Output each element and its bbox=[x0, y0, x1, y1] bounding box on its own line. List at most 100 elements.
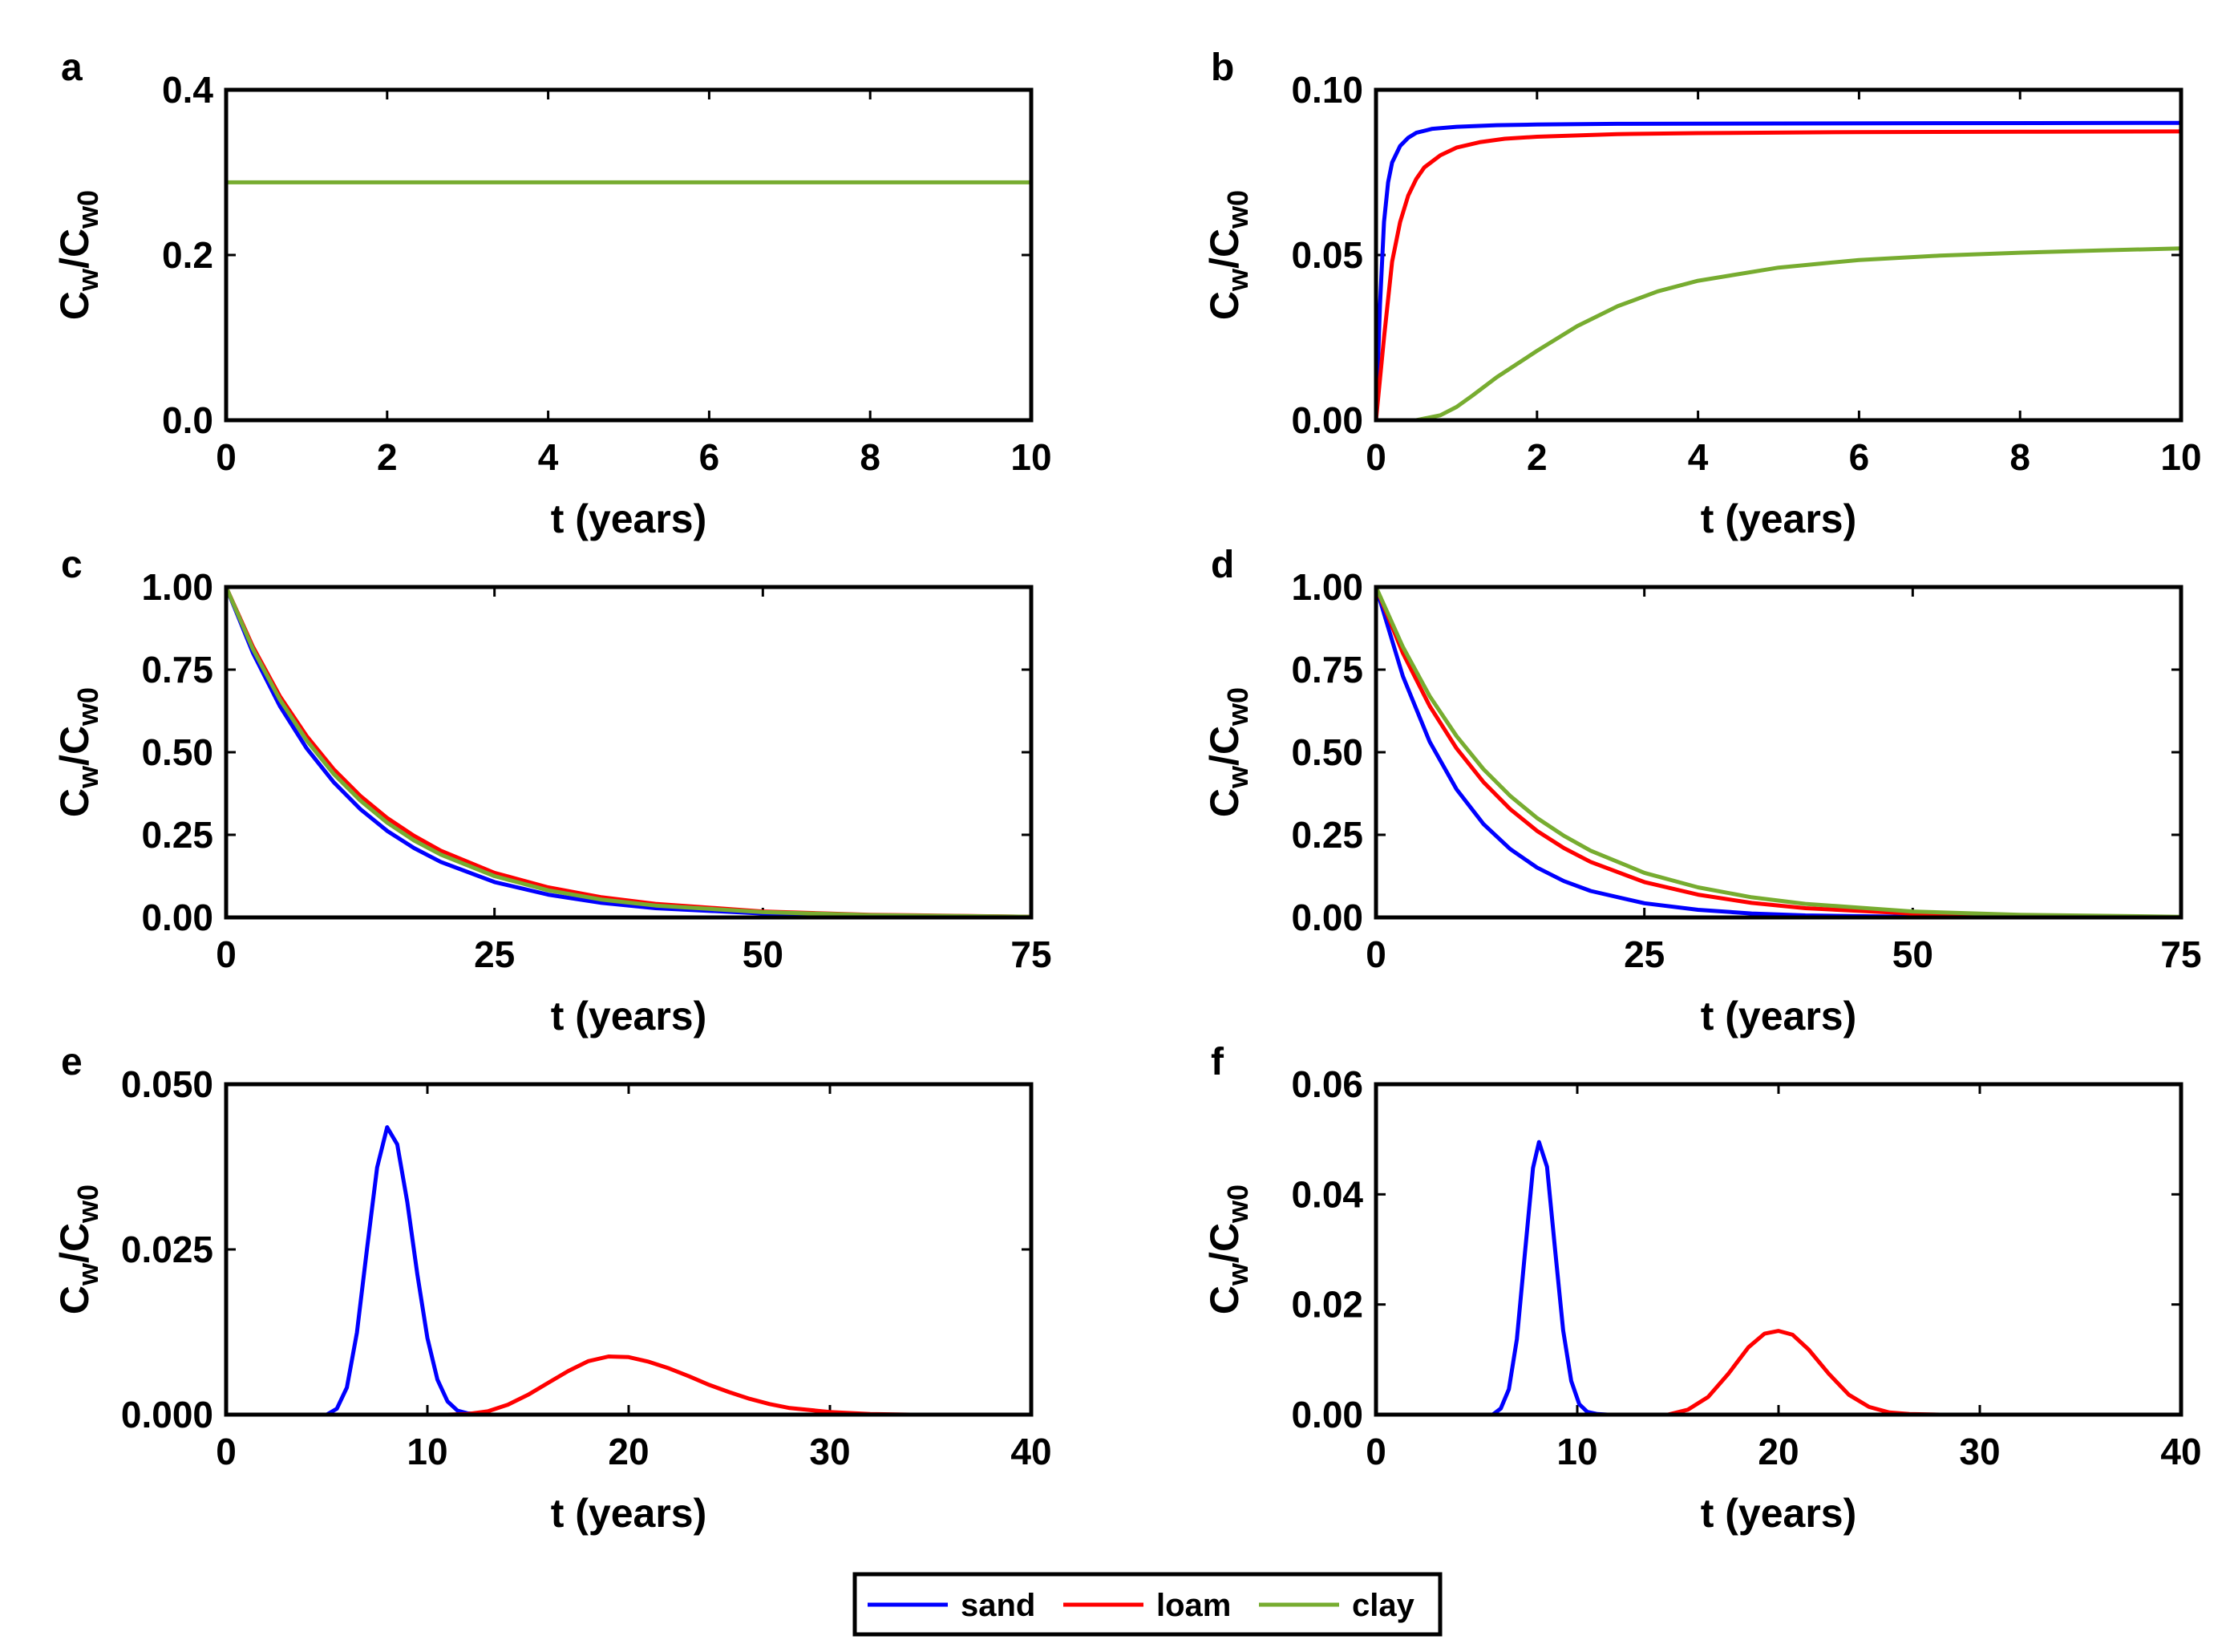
x-tick-label: 0 bbox=[1366, 1431, 1386, 1472]
axes-frame bbox=[224, 1082, 1034, 1417]
panel-label: c bbox=[61, 544, 83, 586]
x-tick-label: 20 bbox=[1758, 1431, 1799, 1472]
x-tick-label: 2 bbox=[377, 436, 398, 478]
y-tick-label: 0.02 bbox=[1291, 1284, 1363, 1326]
legend-label-sand: sand bbox=[961, 1588, 1035, 1623]
x-axis-label: t (years) bbox=[551, 1491, 707, 1536]
panel-a: 0 2 4 6 8 10 0.0 0.2 0.4 t (years) Cw/Cw0 a bbox=[52, 47, 1052, 541]
x-tick-label: 50 bbox=[743, 933, 783, 975]
x-tick-label: 40 bbox=[1010, 1431, 1051, 1472]
y-axis-label-sub1: w bbox=[71, 1262, 104, 1286]
y-axis-label-main: C bbox=[1202, 1286, 1247, 1314]
y-tick-label: 0.0 bbox=[162, 399, 213, 441]
y-tick-label: 0.050 bbox=[121, 1063, 213, 1105]
x-tick-label: 8 bbox=[860, 436, 880, 478]
y-tick-label: 0.25 bbox=[1291, 814, 1363, 856]
y-axis-label-sub1: w bbox=[1221, 765, 1254, 789]
y-axis-label-sub2: w0 bbox=[71, 687, 104, 727]
y-axis-label-sub2: w0 bbox=[1221, 1184, 1254, 1224]
y-tick-label: 0.06 bbox=[1291, 1063, 1363, 1105]
y-axis-label-mid: /C bbox=[52, 1223, 97, 1263]
y-tick-label: 0.00 bbox=[1291, 1394, 1363, 1435]
y-axis-label-main: C bbox=[52, 291, 97, 320]
y-axis-label-sub1: w bbox=[71, 268, 104, 292]
series-line-sand bbox=[224, 1125, 1034, 1417]
x-tick-label: 4 bbox=[538, 436, 559, 478]
plot-area bbox=[1376, 587, 2181, 917]
y-axis-label-mid: /C bbox=[1202, 726, 1247, 766]
y-tick-label: 0.4 bbox=[162, 69, 213, 111]
axes-frame bbox=[224, 585, 1034, 920]
y-axis-label-mid: /C bbox=[1202, 1223, 1247, 1263]
legend-box bbox=[852, 1572, 1443, 1637]
y-tick-label: 0.00 bbox=[1291, 897, 1363, 938]
panel-c: 0 25 50 75 0.00 0.25 0.50 0.75 1.00 t (years) Cw/C… bbox=[52, 544, 1052, 1039]
legend-label-loam: loam bbox=[1156, 1588, 1231, 1623]
y-tick-label: 0.04 bbox=[1291, 1173, 1363, 1215]
x-tick-label: 8 bbox=[2009, 436, 2030, 478]
y-tick-label: 0.00 bbox=[1291, 399, 1363, 441]
y-tick-label: 0.000 bbox=[121, 1394, 213, 1435]
x-tick-label: 10 bbox=[2160, 436, 2201, 478]
legend: sand loam clay bbox=[852, 1572, 1443, 1637]
y-tick-label: 0.50 bbox=[1291, 731, 1363, 773]
y-tick-label: 0.05 bbox=[1291, 234, 1363, 276]
y-axis-label-main: C bbox=[52, 788, 97, 817]
series-line-loam bbox=[1374, 585, 2183, 920]
plot-area bbox=[226, 1084, 1031, 1415]
y-tick-label: 0.00 bbox=[141, 897, 213, 938]
y-axis-label: Cw/Cw0 bbox=[1202, 190, 1254, 320]
y-axis-label-main: C bbox=[1202, 291, 1247, 320]
x-tick-label: 0 bbox=[1366, 933, 1386, 975]
y-axis-label-sub2: w0 bbox=[1221, 190, 1254, 229]
y-tick-label: 0.25 bbox=[141, 814, 213, 856]
x-tick-label: 25 bbox=[1624, 933, 1665, 975]
y-tick-label: 1.00 bbox=[141, 566, 213, 608]
y-axis-label-sub1: w bbox=[1221, 1262, 1254, 1286]
x-tick-label: 0 bbox=[216, 436, 237, 478]
x-tick-label: 25 bbox=[474, 933, 515, 975]
y-tick-label: 0.2 bbox=[162, 234, 213, 276]
series-line-sand bbox=[1374, 120, 2183, 423]
panel-label: d bbox=[1211, 544, 1234, 586]
y-tick-label: 0.025 bbox=[121, 1229, 213, 1270]
legend-label-clay: clay bbox=[1352, 1588, 1415, 1623]
x-tick-label: 10 bbox=[1556, 1431, 1597, 1472]
panel-f: 0 10 20 30 40 0.00 0.02 0.04 0.06 t (years) Cw/Cw0… bbox=[1202, 1041, 2202, 1536]
x-axis-label: t (years) bbox=[551, 994, 707, 1039]
axes-frame bbox=[224, 87, 1034, 423]
plot-area bbox=[226, 90, 1031, 420]
y-axis-label-mid: /C bbox=[1202, 229, 1247, 269]
x-tick-label: 75 bbox=[2160, 933, 2201, 975]
series-line-clay bbox=[1374, 246, 2183, 423]
series-line-clay bbox=[1374, 585, 2183, 919]
y-axis-label-sub2: w0 bbox=[1221, 687, 1254, 727]
x-tick-label: 10 bbox=[407, 1431, 447, 1472]
panel-label: a bbox=[61, 47, 83, 89]
y-axis-label: Cw/Cw0 bbox=[1202, 1184, 1254, 1314]
y-axis-label-sub1: w bbox=[1221, 268, 1254, 292]
y-axis-label: Cw/Cw0 bbox=[52, 1184, 104, 1314]
x-axis-label: t (years) bbox=[1701, 496, 1857, 541]
x-tick-label: 6 bbox=[699, 436, 720, 478]
y-axis-label: Cw/Cw0 bbox=[52, 687, 104, 817]
y-tick-label: 0.10 bbox=[1291, 69, 1363, 111]
x-axis-label: t (years) bbox=[1701, 994, 1857, 1039]
x-tick-label: 40 bbox=[2160, 1431, 2201, 1472]
y-axis-label-main: C bbox=[52, 1286, 97, 1314]
panel-label: f bbox=[1211, 1041, 1224, 1083]
axes-frame bbox=[1374, 1082, 2183, 1417]
x-tick-label: 2 bbox=[1527, 436, 1548, 478]
x-tick-label: 50 bbox=[1892, 933, 1933, 975]
series-line-clay bbox=[224, 585, 1034, 919]
x-tick-label: 20 bbox=[608, 1431, 649, 1472]
y-tick-label: 0.75 bbox=[1291, 649, 1363, 690]
panel-label: e bbox=[61, 1041, 83, 1083]
axes-frame bbox=[1374, 585, 2183, 920]
plot-area bbox=[1376, 1084, 2181, 1415]
x-tick-label: 0 bbox=[1366, 436, 1386, 478]
y-axis-label-sub1: w bbox=[71, 765, 104, 789]
y-axis-label-mid: /C bbox=[52, 229, 97, 269]
panel-e: 0 10 20 30 40 0.000 0.025 0.050 t (years) Cw/Cw0 e bbox=[52, 1041, 1052, 1536]
